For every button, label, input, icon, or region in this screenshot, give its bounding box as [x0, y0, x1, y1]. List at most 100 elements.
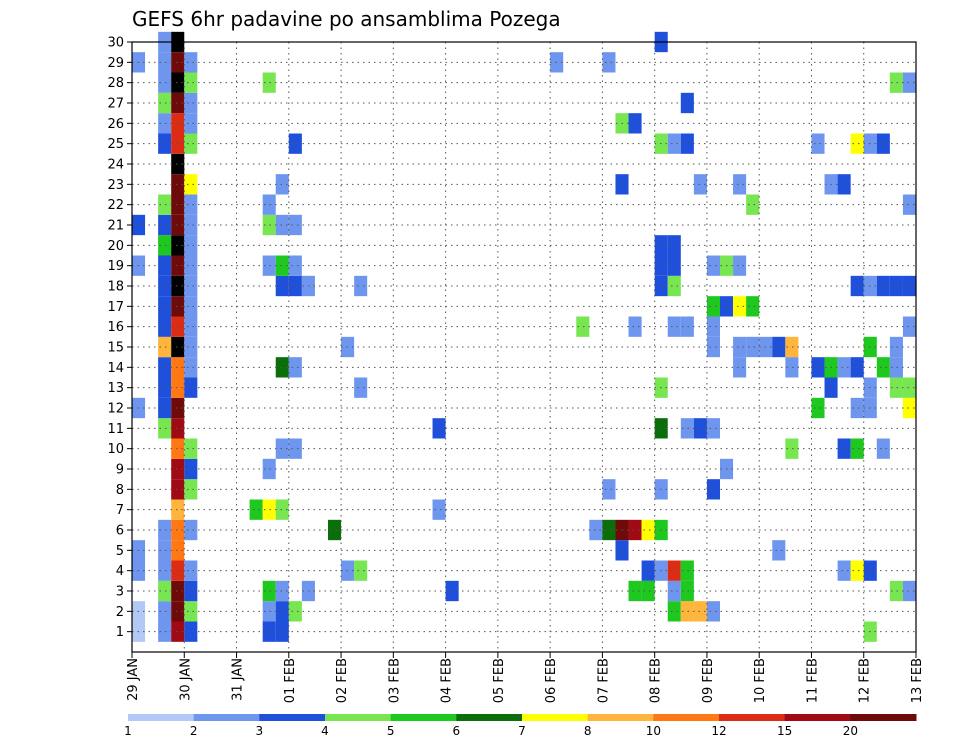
x-tick-label: 11 FEB — [805, 658, 820, 703]
colorbar-label: 1 — [124, 724, 132, 738]
y-tick-label: 25 — [107, 137, 124, 152]
heatmap-cell — [171, 92, 185, 114]
heatmap-cell — [184, 52, 198, 73]
heatmap-cell — [184, 336, 198, 358]
heatmap-cell — [902, 377, 916, 398]
heatmap-cell — [850, 357, 864, 378]
y-tick-label: 5 — [116, 544, 124, 559]
heatmap-cell — [275, 214, 289, 236]
colorbar-swatch — [587, 714, 654, 721]
heatmap-cell — [184, 560, 198, 581]
heatmap-cell — [288, 214, 302, 236]
heatmap-cell — [171, 52, 185, 73]
heatmap-cell — [889, 275, 903, 297]
heatmap-cell — [902, 194, 916, 215]
heatmap-cell — [641, 580, 655, 602]
heatmap-cell — [850, 438, 864, 459]
heatmap-cell — [184, 357, 198, 378]
heatmap-cell — [706, 479, 720, 500]
heatmap-cell — [184, 235, 198, 256]
y-tick-label: 17 — [107, 300, 124, 315]
colorbar-swatch — [390, 714, 457, 721]
heatmap-cell — [158, 540, 172, 561]
heatmap-cell — [641, 519, 655, 541]
heatmap-cell — [667, 235, 681, 256]
grid-lines — [132, 41, 916, 652]
x-tick-label: 05 FEB — [492, 658, 507, 703]
heatmap-cell — [837, 438, 851, 459]
heatmap-cell — [158, 52, 172, 73]
heatmap-cell — [275, 580, 289, 602]
colorbar-swatch — [259, 714, 326, 721]
heatmap-cell — [171, 72, 185, 93]
y-tick-label: 13 — [107, 381, 124, 396]
heatmap-cell — [184, 438, 198, 459]
heatmap-cell — [249, 499, 263, 520]
heatmap-cell — [589, 519, 603, 541]
colorbar-swatch — [456, 714, 523, 721]
colorbar-label: 3 — [256, 724, 264, 738]
y-tick-label: 12 — [107, 402, 124, 417]
heatmap-cell — [171, 621, 185, 642]
heatmap-cell — [733, 296, 747, 317]
heatmap-cell — [288, 255, 302, 276]
heatmap-cell — [184, 113, 198, 134]
heatmap-cell — [706, 418, 720, 439]
heatmap-cell — [706, 296, 720, 317]
heatmap-cell — [785, 336, 799, 358]
heatmap-cell — [876, 357, 890, 378]
heatmap-cell — [628, 316, 642, 337]
heatmap-cell — [876, 438, 890, 459]
x-tick-label: 08 FEB — [649, 658, 664, 703]
y-tick-label: 30 — [107, 36, 124, 51]
x-tick-label: 31 JAN — [231, 658, 246, 701]
colorbar-swatch — [128, 714, 195, 721]
y-tick-label: 1 — [116, 625, 124, 640]
heatmap-cell — [902, 275, 916, 297]
heatmap-cell — [328, 519, 342, 541]
heatmap-cell — [158, 377, 172, 398]
heatmap-cell — [275, 601, 289, 622]
y-tick-label: 20 — [107, 239, 124, 254]
heatmap-cell — [693, 418, 707, 439]
y-tick-label: 7 — [116, 503, 124, 518]
heatmap-cell — [667, 560, 681, 581]
y-tick-label: 8 — [116, 483, 124, 498]
heatmap-cell — [667, 316, 681, 337]
heatmap-cell — [275, 357, 289, 378]
heatmap-cell — [171, 479, 185, 500]
heatmap-cell — [602, 519, 616, 541]
heatmap-cell — [837, 174, 851, 195]
heatmap-cell — [171, 540, 185, 561]
heatmap-cells — [132, 31, 916, 642]
colorbar-label: 2 — [190, 724, 198, 738]
colorbar-label: 5 — [387, 724, 395, 738]
heatmap-cell — [680, 133, 694, 154]
heatmap-cell — [184, 214, 198, 236]
colorbar-swatch — [653, 714, 720, 721]
heatmap-cell — [171, 601, 185, 622]
x-tick-label: 12 FEB — [858, 658, 873, 703]
heatmap-cell — [262, 580, 276, 602]
heatmap-cell — [680, 560, 694, 581]
heatmap-cell — [262, 255, 276, 276]
heatmap-cell — [171, 336, 185, 358]
y-tick-label: 6 — [116, 524, 124, 539]
heatmap-cell — [746, 296, 760, 317]
x-tick-label: 13 FEB — [910, 658, 925, 703]
heatmap-cell — [288, 275, 302, 297]
y-tick-label: 22 — [107, 198, 124, 213]
heatmap-cell — [785, 357, 799, 378]
heatmap-cell — [602, 52, 616, 73]
heatmap-cell — [811, 357, 825, 378]
heatmap-cell — [184, 275, 198, 297]
heatmap-cell — [902, 316, 916, 337]
y-tick-label: 26 — [107, 117, 124, 132]
x-tick-label: 30 JAN — [178, 658, 193, 701]
heatmap-cell — [733, 255, 747, 276]
heatmap-cell — [158, 214, 172, 236]
heatmap-cell — [171, 397, 185, 419]
heatmap-cell — [850, 560, 864, 581]
heatmap-cell — [171, 296, 185, 317]
heatmap-cell — [184, 255, 198, 276]
